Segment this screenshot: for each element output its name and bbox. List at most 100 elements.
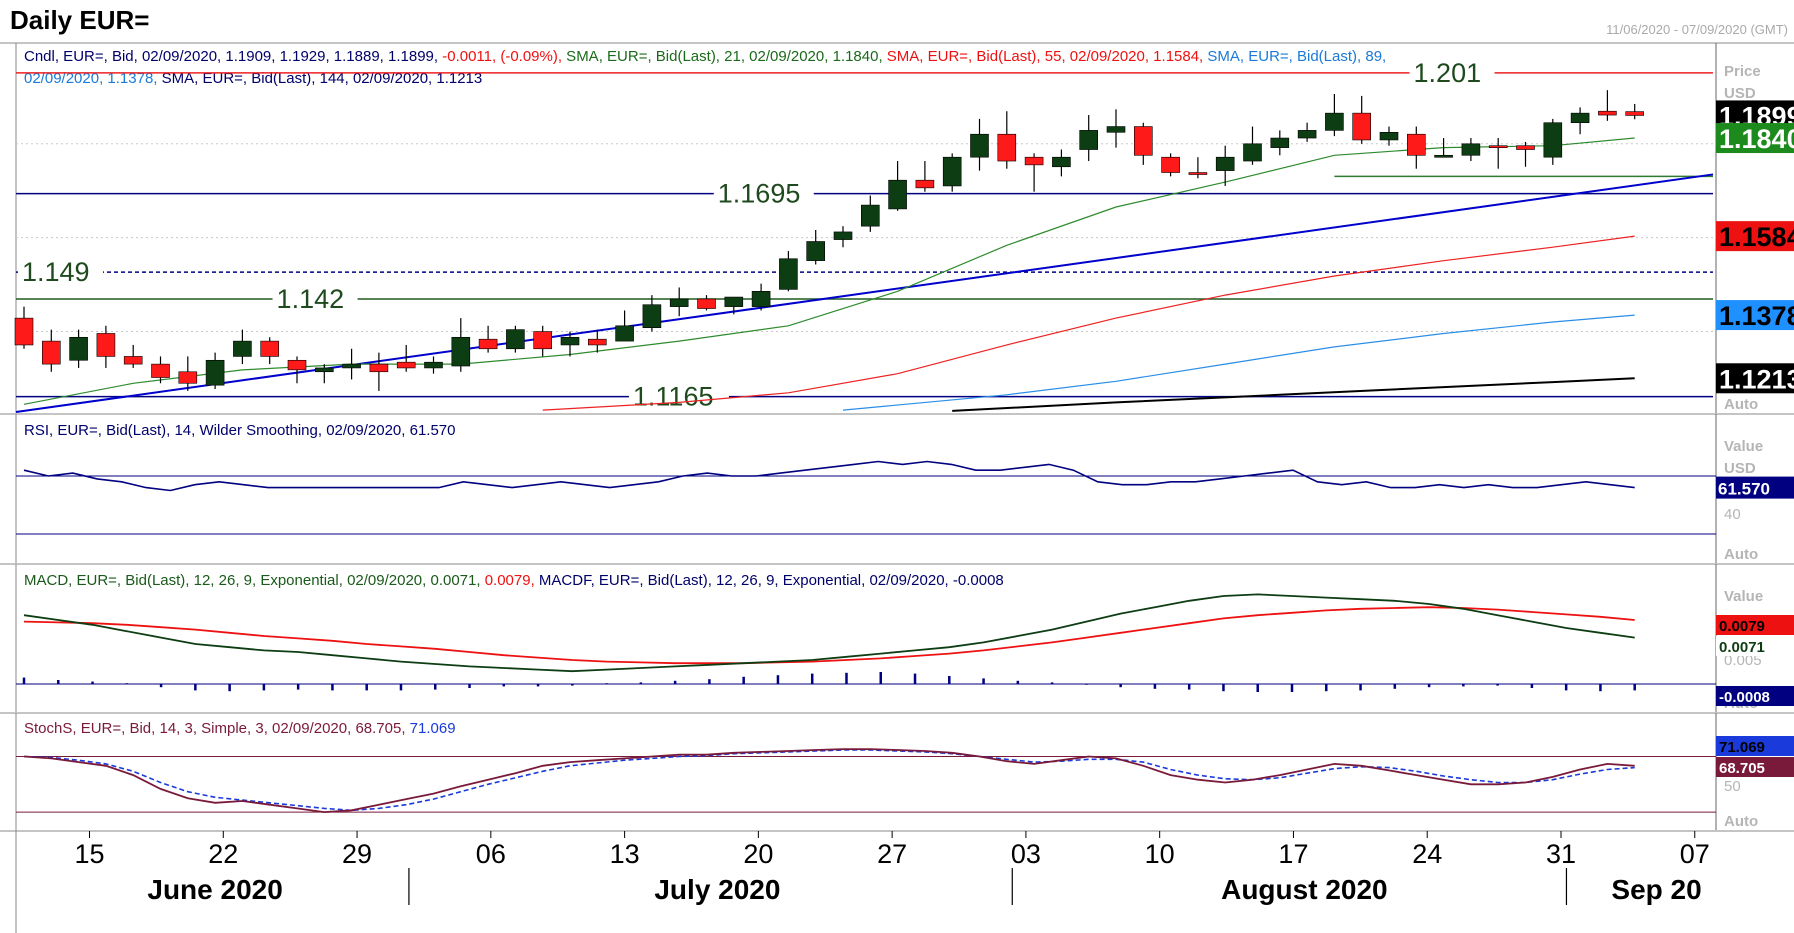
candle-body [1461,143,1481,156]
candle-body [1024,156,1044,166]
candle-body [451,336,471,367]
x-tick-label: 17 [1278,839,1308,869]
candle-body [1243,143,1262,162]
candle-body [751,291,771,307]
rsi-auto-label: Auto [1724,546,1758,563]
stoch-d-tag-bg [1716,736,1794,756]
candle-body [233,340,252,357]
level-label: 1.1165 [633,382,714,412]
x-tick-label: 24 [1412,839,1442,869]
candle-body [1598,110,1617,116]
candle-body [96,333,116,357]
month-label: August 2020 [1221,874,1388,905]
stoch-k-tag: 68.705 [1719,760,1765,777]
level-label: 1.1695 [718,179,801,209]
rsi-legend: RSI, EUR=, Bid(Last), 14, Wilder Smoothi… [24,422,455,439]
candle-body [860,204,880,227]
rsi-axis-unit: USD [1724,460,1756,477]
candle-body [1188,172,1208,175]
macd-legend: MACD, EUR=, Bid(Last), 12, 26, 9, Expone… [24,572,1004,589]
macd-axis-tick: 0.005 [1724,652,1762,669]
sma89-line [842,314,1635,411]
rsi-tag-bg [1716,476,1794,499]
price-legend-segment: SMA, EUR=, Bid(Last), 144, 02/09/2020, 1… [157,70,482,87]
level-label-bg [1409,58,1495,85]
price-tag-bg [1716,123,1794,154]
candle-body [587,338,607,346]
candle-body [833,231,853,240]
candle-body [369,363,389,373]
price-axis-caption: Price [1724,63,1761,80]
candle-body [642,304,662,329]
candle-body [1325,112,1344,131]
stoch-k-tag-bg [1716,757,1794,777]
candle-body [69,336,88,361]
chart-panels: Cndl, EUR=, Bid, 02/09/2020, 1.1909, 1.1… [0,42,1794,933]
macd-tag: 0.0071 [1719,639,1765,656]
price-legend-segment: 02/09/2020, 1.1378, [24,70,157,87]
candle-body [14,317,34,346]
price-auto-label: Auto [1724,396,1758,413]
candle-body [533,331,553,350]
stoch-auto-label: Auto [1724,813,1758,830]
stoch-legend-segment: StochS, EUR=, Bid, 14, 3, Simple, 3, 02/… [24,720,410,737]
candle-body [560,336,580,346]
candle-body [1106,126,1126,133]
rsi-axis-caption: Value [1724,438,1763,455]
x-tick-label: 20 [743,839,773,869]
candle-body [970,133,989,158]
candle-body [779,258,798,290]
candle-body [615,325,634,342]
sma144-line [952,377,1635,412]
macd-signal-line [23,606,1635,665]
macd-tag-bg [1716,636,1794,656]
rsi-legend-segment: RSI, EUR=, Bid(Last), 14, Wilder Smoothi… [24,422,455,439]
level-label-bg [713,179,814,206]
candle-body [287,359,307,371]
price-tag: 1.1213 [1719,364,1794,394]
stoch-k-line [23,748,1635,814]
rsi-axis-tick: 40 [1724,506,1741,523]
macd-line [23,593,1635,673]
month-label: Sep 20 [1611,874,1701,905]
candle-body [1625,111,1644,116]
stoch-axis-tick: 50 [1724,778,1741,795]
chart-title: Daily EUR= [10,5,149,35]
candle-body [1543,122,1563,158]
candle-body [1407,133,1426,156]
rsi-tag: 61.570 [1718,480,1770,499]
price-legend-segment: SMA, EUR=, Bid(Last), 89, [1203,48,1386,65]
candle-body [205,359,225,386]
price-tag-bg [1716,221,1794,252]
candle-body [123,356,143,365]
price-legend-segment: Cndl, EUR=, Bid, 02/09/2020, 1.1909, 1.1… [24,48,442,65]
candle-body [314,367,334,373]
date-range: 11/06/2020 - 07/09/2020 (GMT) [1606,22,1788,37]
candle-body [1052,156,1071,168]
price-tag: 1.1584 [1719,222,1794,252]
level-label-bg [18,258,103,285]
month-label: July 2020 [654,874,780,905]
candle-body [506,329,525,350]
candle-body [1379,131,1399,141]
macd-tag: -0.0008 [1719,689,1770,706]
x-tick-label: 07 [1680,839,1710,869]
candle-body [1215,156,1235,171]
price-tag: 1.1378 [1719,301,1794,331]
macd-legend-segment: 0.0079, [485,572,535,589]
price-tag-bg [1716,300,1794,331]
candle-body [1570,112,1590,124]
candle-body [1134,126,1153,156]
x-tick-label: 03 [1011,839,1041,869]
macd-tag-bg [1716,686,1794,706]
candle-body [1434,154,1453,158]
x-tick-label: 29 [342,839,372,869]
candle-body [697,298,716,309]
price-legend-segment: -0.0011, (-0.09%), [442,48,562,65]
x-tick-label: 15 [74,839,104,869]
macd-axis-caption: Value [1724,588,1763,605]
macd-tag: 0.0079 [1719,618,1765,635]
